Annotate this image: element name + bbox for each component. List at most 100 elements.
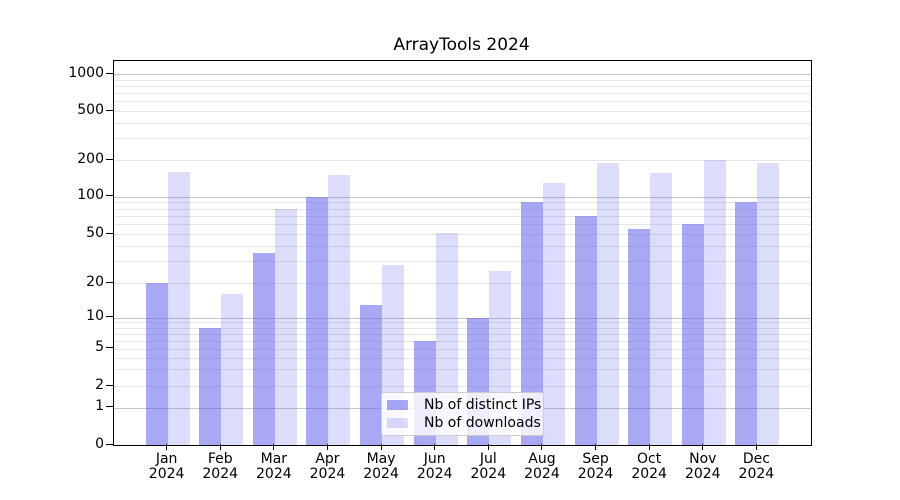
bar-distinct-ips bbox=[252, 253, 275, 445]
minor-gridline bbox=[114, 369, 811, 371]
y-tick-mark bbox=[106, 232, 113, 234]
x-tick-label: Apr 2024 bbox=[292, 452, 362, 482]
bar-downloads bbox=[328, 175, 351, 445]
y-tick-label: 200 bbox=[77, 150, 104, 167]
y-tick-mark bbox=[106, 72, 113, 74]
minor-gridline bbox=[114, 357, 811, 359]
x-tick-year: 2024 bbox=[202, 466, 239, 482]
x-tick-year: 2024 bbox=[524, 466, 560, 482]
bar-distinct-ips bbox=[735, 202, 758, 445]
minor-gridline bbox=[114, 86, 811, 88]
x-tick-label: Dec 2024 bbox=[721, 452, 791, 482]
bar-downloads bbox=[650, 173, 673, 445]
x-tick-month: Feb bbox=[207, 451, 233, 467]
x-tick-label: Oct 2024 bbox=[614, 452, 684, 482]
x-tick-month: Aug bbox=[528, 451, 556, 467]
y-tick-mark bbox=[106, 316, 113, 318]
y-tick-mark bbox=[106, 195, 113, 197]
x-tick-mark bbox=[219, 444, 221, 450]
x-tick-month: May bbox=[366, 451, 396, 467]
x-tick-label: Feb 2024 bbox=[185, 452, 255, 482]
minor-gridline bbox=[114, 261, 811, 263]
x-tick-year: 2024 bbox=[470, 466, 507, 482]
legend-swatch-downloads-icon bbox=[387, 418, 408, 428]
minor-gridline bbox=[114, 224, 811, 226]
x-tick-month: Oct bbox=[637, 451, 662, 467]
minor-gridline bbox=[114, 122, 811, 124]
y-tick-label: 50 bbox=[86, 224, 104, 241]
minor-gridline bbox=[114, 386, 811, 387]
x-tick-mark bbox=[648, 444, 650, 450]
x-tick-mark bbox=[755, 444, 757, 450]
minor-gridline bbox=[114, 111, 811, 112]
y-tick-label: 2 bbox=[95, 376, 104, 393]
minor-gridline bbox=[114, 348, 811, 350]
y-tick-label: 0 bbox=[95, 435, 104, 452]
minor-gridline bbox=[114, 93, 811, 95]
minor-gridline bbox=[114, 202, 811, 204]
bar-downloads bbox=[221, 294, 244, 445]
major-gridline bbox=[114, 74, 811, 76]
legend-label-downloads: Nb of downloads bbox=[424, 415, 541, 431]
x-tick-year: 2024 bbox=[148, 466, 185, 482]
y-tick-label: 10 bbox=[86, 308, 104, 325]
x-tick-month: Jul bbox=[479, 451, 497, 467]
minor-gridline bbox=[114, 138, 811, 140]
bar-distinct-ips bbox=[628, 229, 651, 445]
x-tick-year: 2024 bbox=[738, 466, 775, 482]
major-gridline bbox=[114, 196, 811, 198]
minor-gridline bbox=[114, 101, 811, 103]
legend: Nb of distinct IPs Nb of downloads bbox=[381, 392, 544, 436]
x-tick-year: 2024 bbox=[577, 466, 614, 482]
legend-item-distinct-ips: Nb of distinct IPs bbox=[387, 397, 541, 413]
x-tick-year: 2024 bbox=[309, 466, 346, 482]
x-tick-label: May 2024 bbox=[346, 452, 416, 482]
bar-downloads bbox=[757, 162, 780, 445]
x-tick-month: Apr bbox=[315, 451, 340, 467]
x-tick-mark bbox=[166, 444, 168, 450]
x-tick-mark bbox=[434, 444, 436, 450]
major-gridline bbox=[114, 317, 811, 319]
legend-item-downloads: Nb of downloads bbox=[387, 415, 541, 431]
x-tick-label: Mar 2024 bbox=[239, 452, 309, 482]
y-tick-mark bbox=[106, 406, 113, 408]
x-tick-label: Jul 2024 bbox=[453, 452, 523, 482]
bar-distinct-ips bbox=[145, 283, 168, 445]
x-tick-mark bbox=[541, 444, 543, 450]
bar-distinct-ips bbox=[360, 304, 383, 445]
minor-gridline bbox=[114, 79, 811, 81]
bar-distinct-ips bbox=[574, 216, 597, 445]
minor-gridline bbox=[114, 216, 811, 218]
x-tick-mark bbox=[273, 444, 275, 450]
bar-downloads bbox=[703, 160, 726, 445]
minor-gridline bbox=[114, 208, 811, 210]
bar-downloads bbox=[596, 162, 619, 445]
x-tick-month: Sep bbox=[582, 451, 609, 467]
x-tick-label: Jan 2024 bbox=[132, 452, 202, 482]
x-tick-month: Jan bbox=[155, 451, 178, 467]
minor-gridline bbox=[114, 160, 811, 161]
x-tick-year: 2024 bbox=[363, 466, 399, 482]
bar-downloads bbox=[274, 208, 297, 445]
y-tick-mark bbox=[106, 347, 113, 349]
x-tick-mark bbox=[595, 444, 597, 450]
x-tick-label: Jun 2024 bbox=[400, 452, 470, 482]
x-tick-month: Jun bbox=[423, 451, 446, 467]
chart-title: ArrayTools 2024 bbox=[393, 35, 530, 55]
bars-layer bbox=[114, 61, 811, 445]
x-tick-year: 2024 bbox=[684, 466, 721, 482]
y-tick-label: 20 bbox=[86, 273, 104, 290]
y-tick-label: 100 bbox=[77, 187, 104, 204]
bar-distinct-ips bbox=[306, 196, 329, 445]
bar-distinct-ips bbox=[199, 327, 222, 445]
plot-area bbox=[113, 60, 812, 446]
x-tick-mark bbox=[487, 444, 489, 450]
x-tick-label: Nov 2024 bbox=[668, 452, 738, 482]
x-tick-mark bbox=[380, 444, 382, 450]
y-tick-mark bbox=[106, 109, 113, 111]
y-tick-mark bbox=[106, 443, 113, 445]
minor-gridline bbox=[114, 283, 811, 284]
bar-distinct-ips bbox=[681, 224, 704, 445]
